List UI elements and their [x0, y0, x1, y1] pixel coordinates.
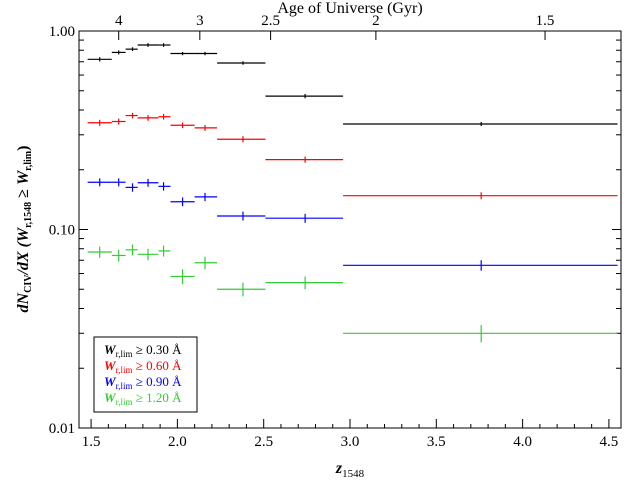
series-1: [87, 43, 618, 127]
legend-entry: Wr,lim ≥ 0.60 Å: [104, 358, 182, 375]
y-tick-label: 0.10: [49, 223, 75, 239]
series-4: [87, 244, 618, 343]
y-tick-label: 0.01: [49, 421, 75, 437]
x-axis-title-symbol: z: [335, 460, 343, 477]
series-3: [87, 178, 618, 271]
x-tick-label: 3.5: [427, 434, 446, 450]
x-tick-label: 4.5: [600, 434, 619, 450]
top-tick-label: 2: [372, 13, 380, 29]
x-tick-label: 1.5: [82, 434, 101, 450]
y-tick-label: 1.00: [49, 24, 75, 40]
top-tick-label: 4: [115, 13, 123, 29]
top-tick-label: 1.5: [536, 13, 555, 29]
x-tick-label: 3.0: [341, 434, 360, 450]
x-tick-label: 2.5: [254, 434, 273, 450]
x-tick-label: 4.0: [513, 434, 532, 450]
legend-entry: Wr,lim ≥ 1.20 Å: [104, 390, 182, 407]
top-tick-label: 3: [196, 13, 204, 29]
x-axis-title-sub: 1548: [342, 468, 365, 480]
x-axis-title: z1548: [335, 460, 365, 480]
y-axis-title: dNCIV/dX (Wr,1548 ≥ Wr,lim): [15, 146, 34, 313]
x-tick-label: 2.0: [168, 434, 187, 450]
top-axis-title: Age of Universe (Gyr): [277, 0, 422, 17]
series-layer: [87, 43, 618, 343]
top-tick-label: 2.5: [261, 13, 280, 29]
legend-box: [93, 336, 198, 413]
series-2: [87, 112, 618, 200]
axis-ticks: 1.5 2.0 2.5 3.0 3.5 4.0 4.5 4 3 2.5 2 1.5 0.01 0.10 1.…: [49, 13, 621, 450]
legend-entry: Wr,lim ≥ 0.30 Å: [104, 342, 182, 359]
legend: Wr,lim ≥ 0.30 ÅWr,lim ≥ 0.60 ÅWr,lim ≥ 0…: [93, 336, 198, 413]
legend-entry: Wr,lim ≥ 0.90 Å: [104, 374, 182, 391]
